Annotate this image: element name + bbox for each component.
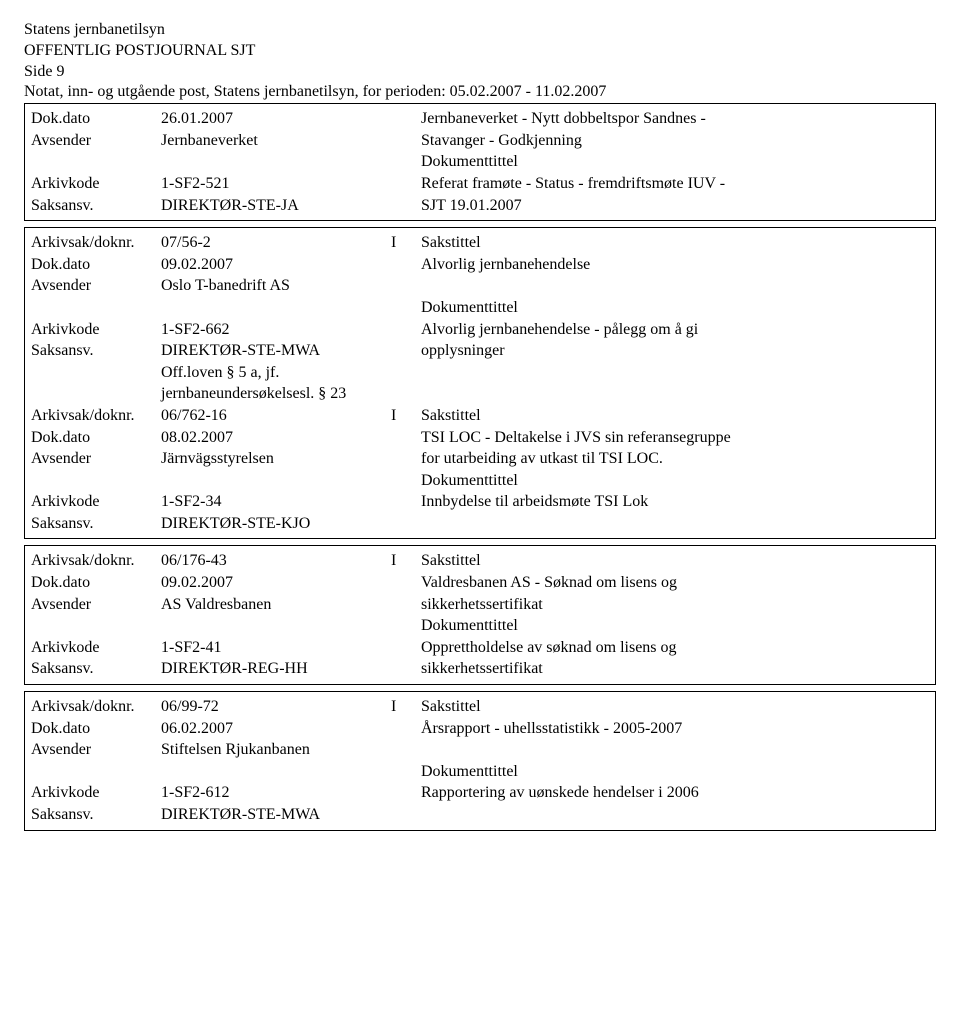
value-saksansv: DIREKTØR-STE-MWA [161,804,391,826]
label-avsender: Avsender [31,594,161,616]
journal-entry: Dok.dato 26.01.2007 Jernbaneverket - Nyt… [24,103,936,221]
label-sakstittel: Sakstittel [421,232,929,254]
label-dokumenttittel: Dokumenttittel [421,151,929,173]
value-saksansv: DIREKTØR-REG-HH [161,658,391,680]
value-avsender: Järnvägsstyrelsen [161,448,391,470]
doku-line: sikkerhetssertifikat [421,658,929,680]
doku-line: Referat framøte - Status - fremdriftsmøt… [421,173,929,195]
value-dokdato: 06.02.2007 [161,718,391,740]
journal-entry: Arkivsak/doknr. 07/56-2 I Sakstittel Dok… [24,227,936,539]
label-dokdato: Dok.dato [31,108,161,130]
value-avsender: AS Valdresbanen [161,594,391,616]
value-dokdato: 09.02.2007 [161,254,391,276]
label-sakstittel: Sakstittel [421,550,929,572]
label-dokdato: Dok.dato [31,427,161,449]
doku-line: Innbydelse til arbeidsmøte TSI Lok [421,491,929,513]
label-dokdato: Dok.dato [31,718,161,740]
value-arkivkode: 1-SF2-41 [161,637,391,659]
label-sakstittel: Sakstittel [421,405,929,427]
value-arkivkode: 1-SF2-612 [161,782,391,804]
value-arkivsak: 06/176-43 [161,550,391,572]
label-dokdato: Dok.dato [31,572,161,594]
label-arkivkode: Arkivkode [31,319,161,341]
header-subtitle: Notat, inn- og utgående post, Statens je… [24,82,936,103]
saks-line: TSI LOC - Deltakelse i JVS sin referanse… [421,427,929,449]
value-saksansv: DIREKTØR-STE-KJO [161,513,391,535]
doku-line: Alvorlig jernbanehendelse - pålegg om å … [421,319,929,341]
label-saksansv: Saksansv. [31,804,161,826]
io-marker [391,108,421,130]
value-dokdato: 26.01.2007 [161,108,391,130]
label-dokumenttittel: Dokumenttittel [421,761,929,783]
label-arkivsak: Arkivsak/doknr. [31,550,161,572]
value-avsender: Stiftelsen Rjukanbanen [161,739,391,761]
label-dokumenttittel: Dokumenttittel [421,615,929,637]
value-saksansv: DIREKTØR-STE-MWA [161,340,391,362]
doku-line: Rapportering av uønskede hendelser i 200… [421,782,929,804]
value-arkivkode: 1-SF2-662 [161,319,391,341]
label-arkivsak: Arkivsak/doknr. [31,696,161,718]
label-arkivsak: Arkivsak/doknr. [31,232,161,254]
off-line: Off.loven § 5 a, jf. [31,362,521,384]
saks-line: Alvorlig jernbanehendelse [421,254,929,276]
io-marker: I [391,405,421,427]
value-dokdato: 09.02.2007 [161,572,391,594]
saks-line: Stavanger - Godkjenning [421,130,929,152]
doku-line: SJT 19.01.2007 [421,195,929,217]
label-dokdato: Dok.dato [31,254,161,276]
label-arkivsak: Arkivsak/doknr. [31,405,161,427]
label-saksansv: Saksansv. [31,195,161,217]
doku-line: opplysninger [421,340,929,362]
saks-line: Valdresbanen AS - Søknad om lisens og [421,572,929,594]
value-arkivsak: 07/56-2 [161,232,391,254]
value-avsender: Jernbaneverket [161,130,391,152]
label-saksansv: Saksansv. [31,513,161,535]
page-header: Statens jernbanetilsyn OFFENTLIG POSTJOU… [24,20,936,103]
label-arkivkode: Arkivkode [31,173,161,195]
io-marker: I [391,550,421,572]
journal-entry: Arkivsak/doknr. 06/99-72 I Sakstittel Do… [24,691,936,831]
label-dokumenttittel: Dokumenttittel [421,470,929,492]
journal-entry: Arkivsak/doknr. 06/176-43 I Sakstittel D… [24,545,936,685]
value-avsender: Oslo T-banedrift AS [161,275,391,297]
label-avsender: Avsender [31,130,161,152]
header-title: OFFENTLIG POSTJOURNAL SJT [24,41,936,62]
io-marker: I [391,232,421,254]
label-avsender: Avsender [31,275,161,297]
label-arkivkode: Arkivkode [31,782,161,804]
label-saksansv: Saksansv. [31,658,161,680]
saks-line: Årsrapport - uhellsstatistikk - 2005-200… [421,718,929,740]
value-arkivsak: 06/99-72 [161,696,391,718]
saks-line: Jernbaneverket - Nytt dobbeltspor Sandne… [421,108,929,130]
header-org: Statens jernbanetilsyn [24,20,936,41]
saks-line: sikkerhetssertifikat [421,594,929,616]
label-dokumenttittel: Dokumenttittel [421,297,929,319]
io-marker: I [391,696,421,718]
label-arkivkode: Arkivkode [31,491,161,513]
doku-line: Opprettholdelse av søknad om lisens og [421,637,929,659]
label-saksansv: Saksansv. [31,340,161,362]
value-saksansv: DIREKTØR-STE-JA [161,195,391,217]
value-arkivkode: 1-SF2-521 [161,173,391,195]
label-sakstittel: Sakstittel [421,696,929,718]
header-side: Side 9 [24,62,936,83]
value-arkivkode: 1-SF2-34 [161,491,391,513]
label-avsender: Avsender [31,448,161,470]
value-arkivsak: 06/762-16 [161,405,391,427]
off-line: jernbaneundersøkelsesl. § 23 [31,383,521,405]
label-avsender: Avsender [31,739,161,761]
saks-line: for utarbeiding av utkast til TSI LOC. [421,448,929,470]
label-arkivkode: Arkivkode [31,637,161,659]
value-dokdato: 08.02.2007 [161,427,391,449]
